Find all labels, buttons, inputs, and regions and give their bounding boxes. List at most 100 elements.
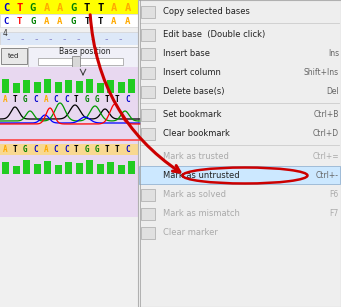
Text: -: - — [34, 34, 38, 44]
Text: C: C — [125, 95, 130, 103]
FancyBboxPatch shape — [107, 80, 114, 93]
FancyBboxPatch shape — [0, 14, 140, 27]
FancyBboxPatch shape — [65, 162, 72, 174]
FancyBboxPatch shape — [141, 188, 155, 200]
Text: A: A — [111, 17, 117, 25]
Text: ted: ted — [8, 53, 20, 59]
Text: T: T — [115, 146, 119, 154]
Text: -: - — [20, 34, 24, 44]
FancyBboxPatch shape — [65, 80, 72, 93]
FancyBboxPatch shape — [75, 81, 83, 93]
Text: T: T — [16, 3, 23, 13]
FancyBboxPatch shape — [44, 79, 51, 93]
Text: T: T — [13, 95, 17, 103]
Text: F6: F6 — [330, 190, 339, 199]
Text: G: G — [23, 146, 28, 154]
FancyBboxPatch shape — [107, 162, 114, 174]
Text: T: T — [84, 17, 90, 25]
FancyBboxPatch shape — [0, 104, 140, 144]
FancyBboxPatch shape — [13, 83, 19, 93]
Text: -: - — [90, 34, 94, 44]
Text: T: T — [13, 146, 17, 154]
Text: F7: F7 — [330, 209, 339, 218]
Text: A: A — [125, 17, 130, 25]
Text: Clear marker: Clear marker — [163, 228, 218, 237]
Text: A: A — [43, 3, 50, 13]
Text: C: C — [64, 95, 69, 103]
FancyBboxPatch shape — [138, 0, 341, 307]
FancyBboxPatch shape — [139, 166, 340, 184]
Text: A: A — [57, 17, 63, 25]
Text: Del: Del — [326, 87, 339, 96]
Text: T: T — [105, 95, 109, 103]
FancyBboxPatch shape — [141, 208, 155, 220]
Text: A: A — [44, 146, 48, 154]
FancyBboxPatch shape — [118, 82, 124, 93]
FancyBboxPatch shape — [23, 80, 30, 93]
Text: A: A — [111, 3, 117, 13]
Text: -: - — [62, 34, 66, 44]
Text: A: A — [57, 3, 63, 13]
FancyBboxPatch shape — [33, 82, 41, 93]
FancyBboxPatch shape — [13, 166, 19, 174]
FancyBboxPatch shape — [0, 93, 140, 104]
Text: A: A — [3, 146, 7, 154]
Text: Ctrl+-: Ctrl+- — [316, 171, 339, 180]
Text: Ins: Ins — [328, 49, 339, 58]
Text: Mark as solved: Mark as solved — [163, 190, 226, 199]
Text: Ctrl+=: Ctrl+= — [312, 152, 339, 161]
FancyBboxPatch shape — [44, 161, 51, 174]
FancyBboxPatch shape — [0, 144, 140, 155]
FancyBboxPatch shape — [75, 163, 83, 174]
Text: T: T — [105, 146, 109, 154]
Text: Base position: Base position — [59, 48, 111, 56]
FancyBboxPatch shape — [141, 67, 155, 79]
FancyBboxPatch shape — [141, 86, 155, 98]
Text: C: C — [3, 3, 9, 13]
Text: Clear bookmark: Clear bookmark — [163, 129, 230, 138]
FancyBboxPatch shape — [141, 48, 155, 60]
Text: C: C — [54, 146, 58, 154]
FancyBboxPatch shape — [23, 160, 30, 174]
Text: -: - — [104, 34, 108, 44]
FancyBboxPatch shape — [141, 127, 155, 139]
Text: G: G — [94, 146, 99, 154]
FancyBboxPatch shape — [38, 58, 123, 65]
FancyBboxPatch shape — [141, 29, 155, 41]
FancyBboxPatch shape — [86, 160, 93, 174]
Text: G: G — [84, 95, 89, 103]
Text: C: C — [125, 146, 130, 154]
Text: Mark as trusted: Mark as trusted — [163, 152, 229, 161]
FancyBboxPatch shape — [2, 79, 9, 93]
FancyBboxPatch shape — [0, 0, 140, 14]
Text: C: C — [54, 95, 58, 103]
FancyBboxPatch shape — [97, 164, 104, 174]
Text: C: C — [64, 146, 69, 154]
Text: 4: 4 — [3, 29, 8, 38]
Text: G: G — [84, 146, 89, 154]
Text: G: G — [23, 95, 28, 103]
Text: C: C — [33, 146, 38, 154]
Text: A: A — [44, 95, 48, 103]
Text: Copy selected bases: Copy selected bases — [163, 7, 250, 16]
FancyBboxPatch shape — [0, 67, 140, 217]
Text: Mark as mismatch: Mark as mismatch — [163, 209, 240, 218]
Text: T: T — [74, 95, 79, 103]
Text: G: G — [70, 3, 77, 13]
FancyBboxPatch shape — [86, 79, 93, 93]
FancyBboxPatch shape — [0, 45, 140, 67]
Text: Ctrl+B: Ctrl+B — [314, 110, 339, 119]
FancyBboxPatch shape — [55, 82, 61, 93]
FancyBboxPatch shape — [97, 83, 104, 93]
Text: T: T — [84, 3, 90, 13]
Text: Shift+Ins: Shift+Ins — [304, 68, 339, 77]
Text: Mark as untrusted: Mark as untrusted — [163, 171, 240, 180]
FancyBboxPatch shape — [55, 165, 61, 174]
FancyBboxPatch shape — [2, 162, 9, 174]
FancyBboxPatch shape — [28, 47, 140, 81]
FancyBboxPatch shape — [141, 108, 155, 121]
Text: Set bookmark: Set bookmark — [163, 110, 222, 119]
Text: Ctrl+D: Ctrl+D — [313, 129, 339, 138]
Text: -: - — [76, 34, 80, 44]
Text: A: A — [44, 17, 49, 25]
